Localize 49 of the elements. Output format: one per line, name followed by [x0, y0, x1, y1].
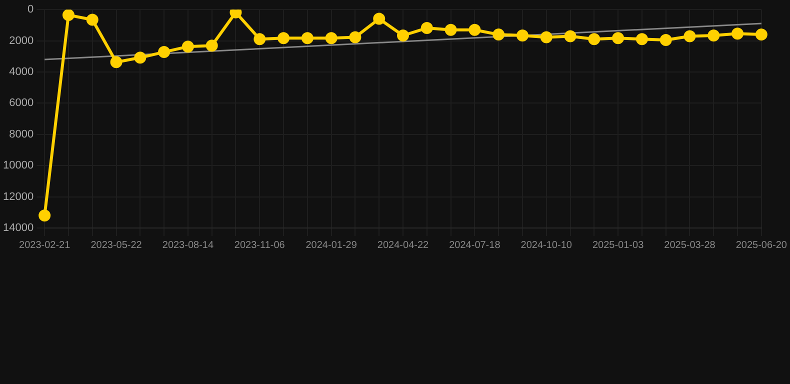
x-tick-label: 2023-02-21	[19, 240, 71, 251]
y-tick-label: 4000	[9, 66, 34, 78]
point	[206, 40, 218, 52]
x-tick-label: 2023-05-22	[90, 240, 142, 251]
point	[38, 210, 51, 222]
point	[373, 12, 386, 25]
x-tick-label: 2025-03-28	[664, 240, 716, 251]
point	[110, 56, 122, 68]
point	[588, 33, 600, 46]
point	[158, 46, 170, 58]
point	[349, 31, 362, 44]
point	[182, 40, 194, 53]
point	[516, 29, 528, 42]
y-tick-label: 6000	[9, 97, 34, 110]
point	[732, 28, 744, 40]
point	[444, 24, 457, 36]
x-tick-label: 2025-01-03	[592, 240, 644, 251]
point	[278, 32, 290, 44]
point	[564, 30, 576, 42]
point	[62, 10, 74, 22]
point	[492, 28, 505, 41]
point	[420, 22, 433, 34]
point	[660, 34, 672, 46]
point	[540, 31, 552, 44]
point	[468, 24, 481, 36]
y-tick-label: 8000	[9, 128, 34, 140]
x-tick-label: 2025-06-20	[736, 240, 788, 251]
x-tick-label: 2024-07-18	[449, 240, 501, 251]
point	[86, 14, 98, 26]
y-tick-label: 12000	[2, 190, 34, 203]
x-tick-label: 2024-10-10	[520, 240, 572, 251]
point	[708, 29, 720, 42]
point	[684, 30, 696, 42]
y-tick-label: 2000	[9, 34, 34, 47]
y-tick-label: 14000	[2, 222, 34, 234]
y-tick-label: 10000	[2, 160, 34, 172]
point	[325, 32, 338, 44]
point	[134, 52, 146, 64]
x-tick-label: 2023-08-14	[162, 240, 214, 251]
point	[397, 29, 410, 42]
x-tick-label: 2024-01-29	[306, 240, 358, 251]
point	[612, 32, 624, 44]
point	[301, 32, 314, 44]
point	[755, 28, 768, 41]
point	[636, 33, 648, 46]
x-tick-label: 2024-04-22	[377, 240, 430, 251]
y-tick-label: 0	[27, 4, 34, 16]
x-tick-label: 2023-11-06	[234, 240, 286, 251]
point	[254, 33, 266, 46]
